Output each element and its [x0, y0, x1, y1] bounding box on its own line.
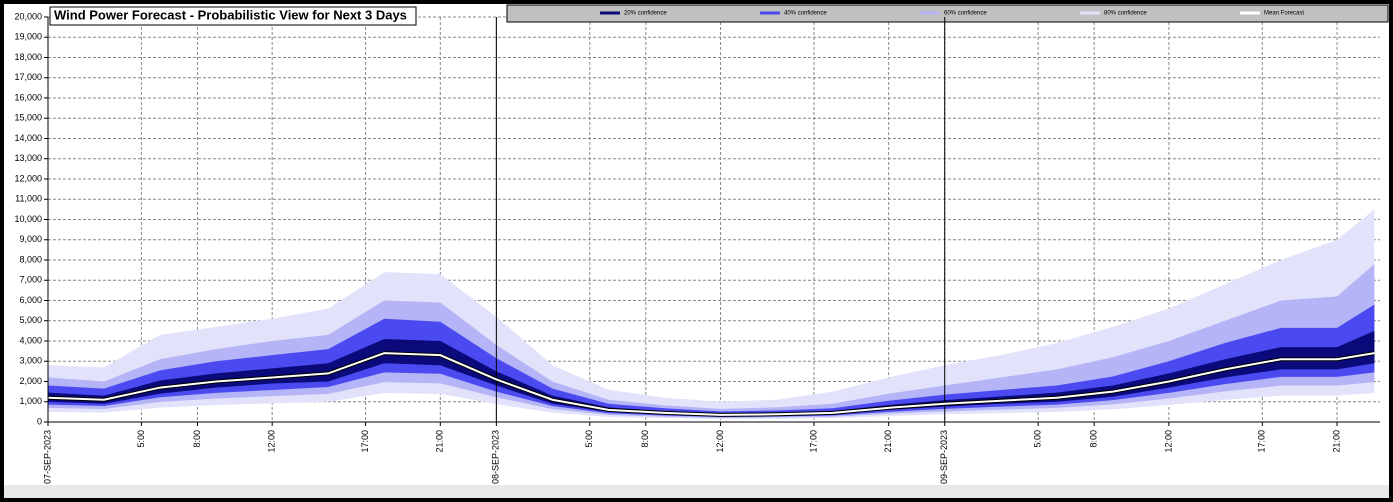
y-tick-label: 13,000	[14, 153, 42, 163]
confidence-band	[48, 264, 1375, 418]
title-box	[49, 6, 417, 26]
x-tick-label: 17:00	[360, 430, 370, 453]
x-tick-label: 5:00	[1033, 430, 1043, 448]
plot	[47, 16, 1380, 422]
x-tick-label: 21:00	[1331, 430, 1341, 453]
y-tick-label: 0	[37, 416, 42, 426]
y-tick-label: 8,000	[19, 254, 42, 264]
y-tick-label: 16,000	[14, 92, 42, 102]
y-tick-label: 1,000	[19, 396, 42, 406]
y-tick-label: 18,000	[14, 52, 42, 62]
x-tick-label: 12:00	[1163, 430, 1173, 453]
y-tick-label: 14,000	[14, 133, 42, 143]
y-tick-label: 6,000	[19, 295, 42, 305]
legend-label: Mean Forecast	[1264, 11, 1304, 17]
x-tick-label: 17:00	[1257, 430, 1267, 453]
y-tick-label: 7,000	[19, 275, 42, 285]
x-tick-label: 09-SEP-2023	[939, 430, 949, 484]
legend-label: 60% confidence	[944, 11, 987, 17]
y-tick-label: 19,000	[14, 32, 42, 42]
x-tick-label: 08-SEP-2023	[491, 430, 501, 484]
mean-line	[47, 352, 1375, 416]
x-tick-label: 8:00	[640, 430, 650, 448]
legend-label: 20% confidence	[624, 11, 667, 17]
confidence-band	[48, 304, 1375, 417]
x-tick-label: 17:00	[808, 430, 818, 453]
confidence-band	[48, 330, 1375, 416]
legend	[506, 4, 1389, 23]
panel	[4, 4, 1389, 498]
y-tick-label: 11,000	[15, 194, 42, 204]
x-tick-label: 8:00	[1089, 430, 1099, 448]
x-tick-label: 21:00	[883, 430, 893, 453]
y-tick-label: 12,000	[14, 173, 42, 183]
y-tick-label: 9,000	[19, 234, 42, 244]
y-tick-label: 3,000	[19, 356, 42, 366]
x-tick-label: 12:00	[715, 430, 725, 453]
y-tick-label: 20,000	[14, 11, 42, 21]
legend-label: 40% confidence	[784, 11, 827, 17]
y-tick-label: 5,000	[19, 315, 42, 325]
chart-title: Wind Power Forecast - Probabilistic View…	[54, 7, 407, 22]
x-tick-label: 12:00	[267, 430, 277, 453]
y-tick-label: 2,000	[19, 376, 42, 386]
y-tick-label: 4,000	[19, 335, 42, 345]
x-tick-label: 5:00	[584, 430, 594, 448]
x-tick-label: 21:00	[435, 430, 445, 453]
legend-label: 80% confidence	[1104, 11, 1147, 17]
y-tick-label: 17,000	[14, 72, 42, 82]
y-tick-label: 10,000	[14, 214, 42, 224]
y-tick-label: 15,000	[14, 113, 42, 123]
x-tick-label: 8:00	[192, 430, 202, 448]
x-tick-label: 07-SEP-2023	[42, 430, 52, 484]
status-strip	[4, 485, 1389, 498]
x-tick-label: 5:00	[136, 430, 146, 448]
